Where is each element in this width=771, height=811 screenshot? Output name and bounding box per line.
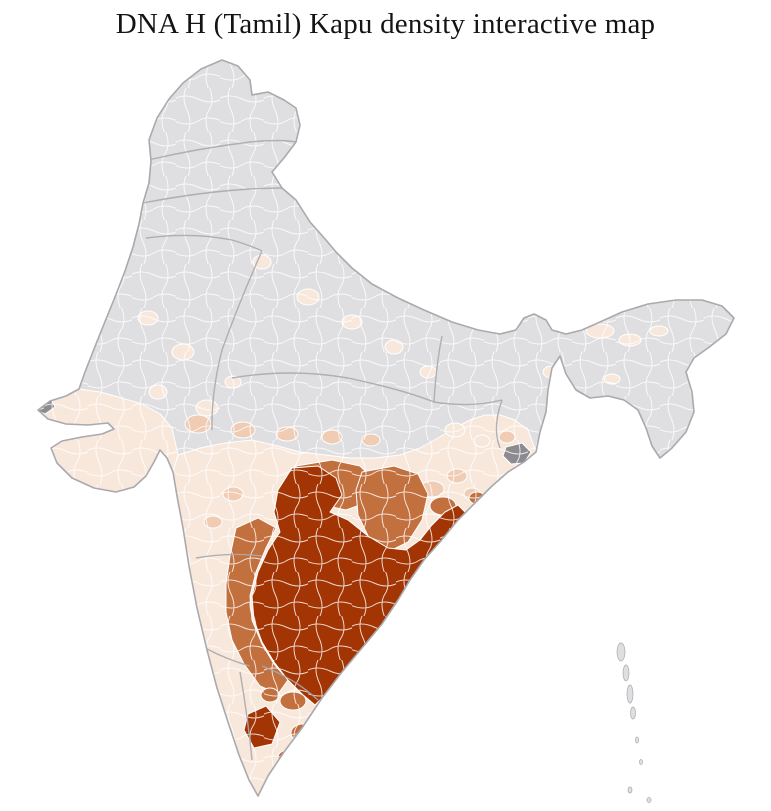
- island[interactable]: [635, 736, 639, 744]
- island[interactable]: [639, 759, 643, 765]
- island[interactable]: [627, 786, 633, 794]
- island[interactable]: [616, 642, 626, 662]
- india-outline: [37, 59, 735, 797]
- state-borders: [142, 139, 503, 761]
- island[interactable]: [626, 684, 634, 704]
- page-title: DNA H (Tamil) Kapu density interactive m…: [115, 8, 656, 40]
- andaman-nicobar-islands[interactable]: [616, 642, 652, 803]
- island[interactable]: [622, 664, 630, 682]
- island[interactable]: [630, 706, 636, 720]
- island[interactable]: [646, 797, 652, 803]
